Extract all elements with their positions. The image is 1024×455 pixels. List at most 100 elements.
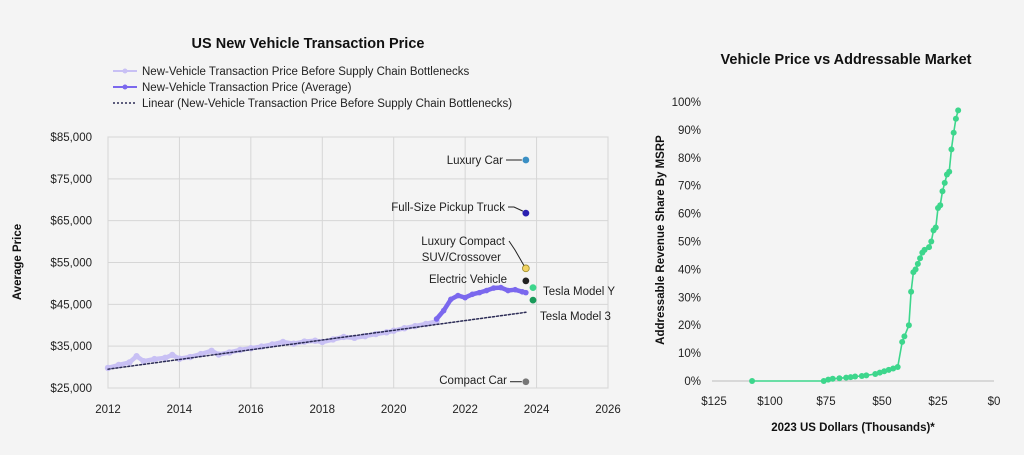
left-chart-title: US New Vehicle Transaction Price [192,36,425,52]
right-x-axis-label: 2023 US Dollars (Thousands)* [771,422,935,434]
right-series [749,107,962,384]
left-series-point-1 [462,294,468,301]
left-series-point-0 [115,361,122,369]
left-series-point-1 [523,289,529,296]
left-x-tick-label: 2020 [381,404,407,416]
left-y-tick-label: $45,000 [50,299,92,311]
left-series-point-1 [440,307,447,314]
left-x-tick-label: 2012 [95,404,121,416]
legend-label-before: New-Vehicle Transaction Price Before Sup… [142,66,470,78]
right-y-tick-label: 30% [678,292,701,304]
left-series-point-0 [351,334,358,341]
right-series-point [905,322,912,329]
right-series-point [908,288,915,295]
right-x-tick-label: $25 [928,396,947,408]
point-full-size-pickup-truck [522,209,530,217]
left-series-point-1 [512,286,518,293]
left-x-tick-label: 2014 [167,404,193,416]
right-series-point [917,255,924,262]
right-y-tick-label: 80% [678,153,701,165]
right-series-point [843,374,850,381]
left-x-tick-label: 2018 [309,404,335,416]
label-luxury-car: Luxury Car [447,155,503,167]
legend-label-average: New-Vehicle Transaction Price (Average) [142,82,352,94]
right-series-point [858,372,865,379]
right-series-point [901,333,908,340]
right-series-point [863,372,870,379]
left-series-point-0 [236,346,244,354]
right-series-point [852,373,859,380]
right-series-point [937,202,944,209]
label-luxury-compact-line1: Luxury Compact [421,236,506,248]
left-y-tick-label: $25,000 [50,383,92,395]
right-series-point [912,266,919,273]
label-tesla-model-3: Tesla Model 3 [540,311,611,323]
right-series-point [952,115,959,122]
right-series-point [847,374,854,381]
label-luxury-compact-line2: SUV/Crossover [422,252,501,264]
left-series-point-0 [383,329,390,336]
left-series-point-0 [151,355,158,363]
left-y-axis-label: Average Price [12,224,24,300]
right-series-point [749,378,756,384]
right-chart-title: Vehicle Price vs Addressable Market [721,52,972,68]
right-series-point [950,129,957,136]
left-series-point-0 [161,354,169,362]
right-y-tick-label: 0% [684,376,701,388]
left-x-tick-label: 2026 [595,404,621,416]
left-series-point-0 [140,358,147,365]
right-series-point [914,260,921,267]
right-x-tick-label: $75 [816,396,835,408]
legend-marker-before [122,68,128,74]
right-series-point [825,376,832,383]
left-x-ticks: 2012 2014 2016 2018 2020 2022 2024 2026 [95,404,621,416]
left-y-tick-label: $55,000 [50,258,92,270]
right-series-point [894,364,901,371]
right-y-tick-label: 10% [678,348,701,360]
right-y-tick-label: 40% [678,264,701,276]
left-series-point-0 [197,350,205,358]
left-series-point-1 [448,296,454,303]
right-x-ticks: $125 $100 $75 $50 $25 $0 [701,396,1000,408]
right-series-point [926,244,933,251]
right-series-point [829,375,836,382]
left-series-point-1 [433,316,440,322]
left-y-ticks: $25,000 $35,000 $45,000 $55,000 $65,000 $75,0… [50,132,92,395]
right-y-tick-label: 20% [678,320,701,332]
left-series-point-1 [455,292,461,299]
label-full-size-pickup-truck: Full-Size Pickup Truck [391,202,505,214]
legend-marker-average [122,84,128,90]
right-y-axis-label: Addressable Revenue Share By MSRP [655,135,667,345]
annotation-leader-line [508,240,525,266]
left-x-tick-label: 2024 [524,404,550,416]
right-y-ticks: 0% 10% 20% 30% 40% 50% 60% 70% 80% 90% 100% [672,97,701,388]
left-series-point-0 [279,338,287,346]
point-tesla-model-3 [529,296,537,304]
right-series-point [932,224,939,231]
left-series-point-0 [208,347,215,354]
left-series-point-1 [483,287,490,294]
left-legend: New-Vehicle Transaction Price Before Sup… [113,66,512,110]
right-y-tick-label: 50% [678,237,701,249]
right-series-point [921,246,928,253]
label-tesla-model-y: Tesla Model Y [543,286,615,298]
legend-label-linear: Linear (New-Vehicle Transaction Price Be… [142,98,512,110]
right-x-tick-label: $50 [872,396,891,408]
left-y-tick-label: $85,000 [50,132,92,144]
point-electric-vehicle [522,277,530,285]
right-x-tick-label: $100 [757,396,783,408]
left-series-point-0 [169,351,176,359]
right-y-tick-label: 90% [678,125,701,137]
annotation-leader-line [508,206,524,212]
left-series-point-1 [469,291,476,298]
right-series-point [939,188,946,195]
left-series-point-0 [133,353,140,360]
left-series-point-0 [126,359,133,366]
left-series-point-1 [476,289,483,296]
left-y-tick-label: $35,000 [50,341,92,353]
point-tesla-model-y [529,284,537,291]
left-annotated-points: Luxury Car Full-Size Pickup Truck Luxury C… [391,155,615,387]
left-series-point-0 [104,364,112,372]
